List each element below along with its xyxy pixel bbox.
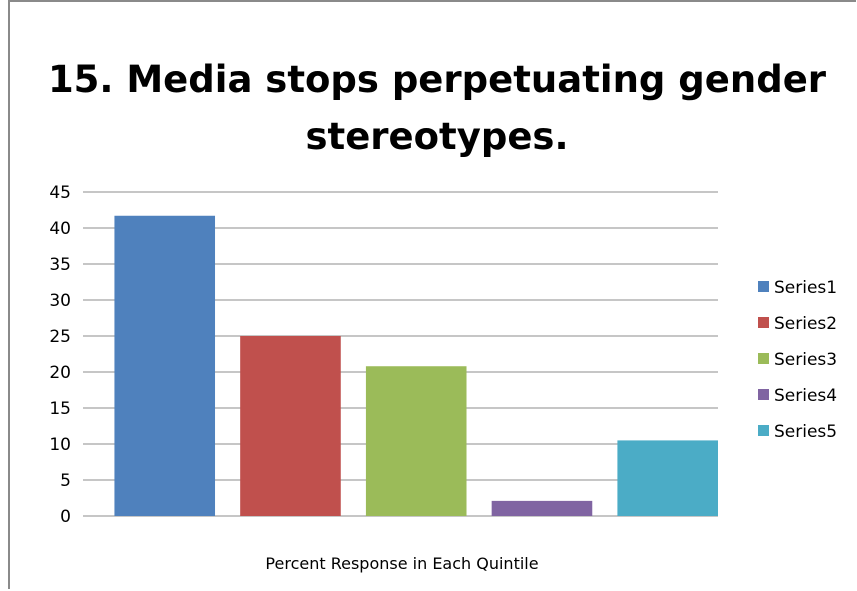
bar-series1 bbox=[114, 215, 216, 516]
legend-swatch-series4 bbox=[758, 389, 769, 400]
bars bbox=[114, 215, 718, 516]
y-tick-label: 25 bbox=[49, 327, 71, 347]
y-tick-label: 10 bbox=[49, 435, 71, 455]
y-tick-label: 30 bbox=[49, 291, 71, 311]
chart-title-line-1: 15. Media stops perpetuating gender bbox=[48, 58, 827, 101]
y-tick-label: 0 bbox=[60, 507, 71, 527]
y-axis-ticks: 0 5 10 15 20 25 30 35 40 45 bbox=[49, 183, 71, 527]
legend: Series1 Series2 Series3 Series4 Series5 bbox=[758, 278, 837, 442]
legend-swatch-series1 bbox=[758, 281, 769, 292]
legend-label-series2: Series2 bbox=[774, 314, 837, 334]
bar-series4 bbox=[491, 500, 593, 516]
chart-title-line-2: stereotypes. bbox=[305, 115, 568, 158]
legend-label-series5: Series5 bbox=[774, 422, 837, 442]
bar-chart: 15. Media stops perpetuating gender ster… bbox=[48, 58, 837, 573]
y-tick-label: 35 bbox=[49, 255, 71, 275]
legend-label-series3: Series3 bbox=[774, 350, 837, 370]
legend-label-series4: Series4 bbox=[774, 386, 837, 406]
y-tick-label: 40 bbox=[49, 219, 71, 239]
legend-swatch-series5 bbox=[758, 425, 769, 436]
legend-label-series1: Series1 bbox=[774, 278, 837, 298]
y-tick-label: 15 bbox=[49, 399, 71, 419]
y-tick-label: 45 bbox=[49, 183, 71, 203]
y-tick-label: 20 bbox=[49, 363, 71, 383]
x-axis-label: Percent Response in Each Quintile bbox=[265, 554, 538, 573]
legend-swatch-series3 bbox=[758, 353, 769, 364]
y-tick-label: 5 bbox=[60, 471, 71, 491]
bar-series3 bbox=[365, 366, 467, 516]
bar-series5 bbox=[617, 440, 718, 516]
legend-swatch-series2 bbox=[758, 317, 769, 328]
bar-series2 bbox=[240, 336, 341, 516]
chart-frame: 15. Media stops perpetuating gender ster… bbox=[8, 0, 856, 589]
